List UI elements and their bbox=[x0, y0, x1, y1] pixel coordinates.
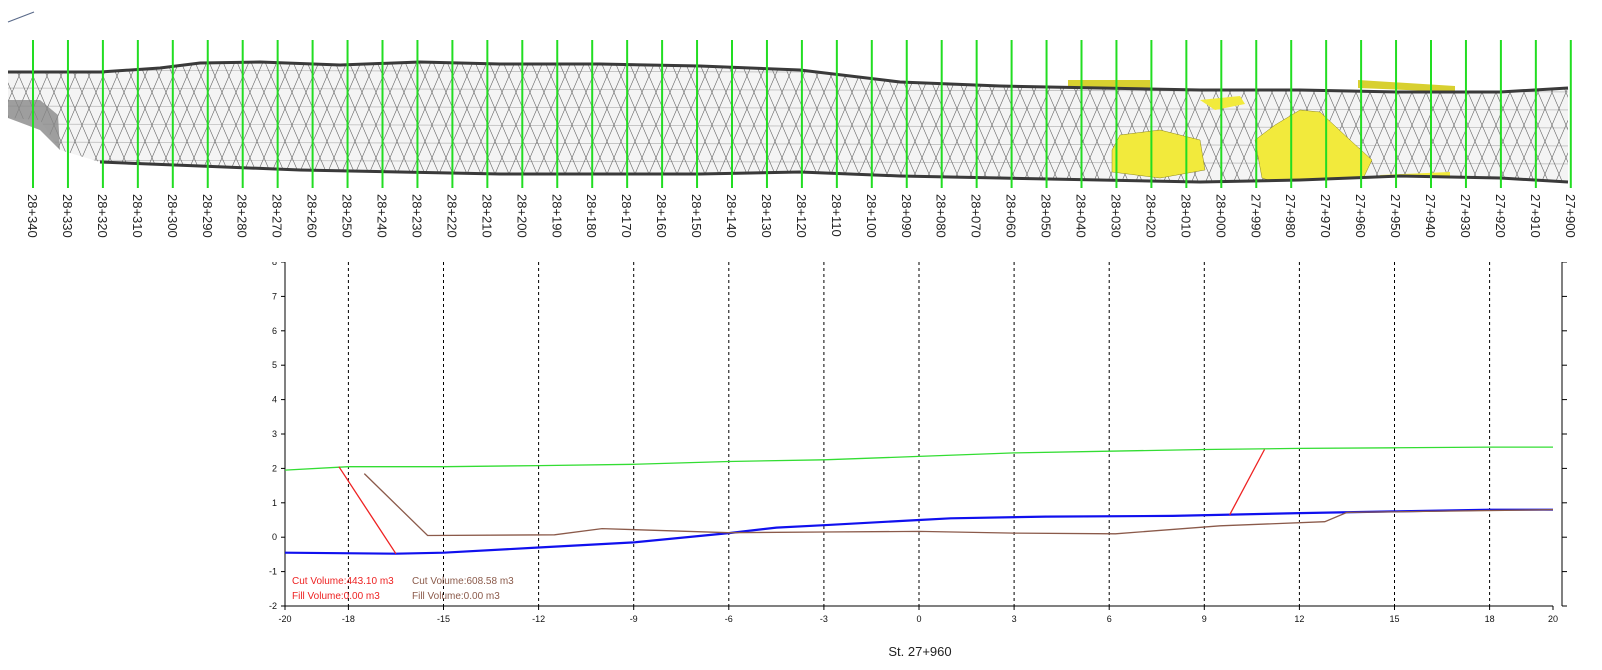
station-label: 28+040 bbox=[1074, 194, 1089, 238]
station-label: 28+230 bbox=[409, 194, 424, 238]
y-tick-label: 4 bbox=[272, 395, 277, 405]
station-label: 28+250 bbox=[340, 194, 355, 238]
station-label: 27+910 bbox=[1528, 194, 1543, 238]
station-label: 28+260 bbox=[305, 194, 320, 238]
highlight-patch-3 bbox=[1200, 96, 1245, 110]
station-label: 27+970 bbox=[1318, 194, 1333, 238]
station-label: 28+160 bbox=[654, 194, 669, 238]
station-label: 28+210 bbox=[479, 194, 494, 238]
y-tick-label: -1 bbox=[269, 567, 277, 577]
station-label: 28+190 bbox=[549, 194, 564, 238]
y-tick-label: 0 bbox=[272, 532, 277, 542]
x-tick-label: -12 bbox=[532, 614, 545, 624]
cut-volume-label-1: Cut Volume:443.10 m3 bbox=[292, 576, 394, 587]
y-tick-label: 5 bbox=[272, 360, 277, 370]
y-tick-label: 1 bbox=[272, 498, 277, 508]
station-label: 27+990 bbox=[1248, 194, 1263, 238]
road-edge-bottom bbox=[99, 160, 1569, 184]
station-label: 28+340 bbox=[25, 194, 40, 238]
x-tick-label: 3 bbox=[1012, 614, 1017, 624]
station-label: 27+950 bbox=[1388, 194, 1403, 238]
station-label: 28+020 bbox=[1143, 194, 1158, 238]
fill-volume-label-1: Fill Volume:0.00 m3 bbox=[292, 591, 380, 602]
station-labels: 28+340 28+330 28+320 28+310 28+300 28+290 28+2… bbox=[25, 194, 1578, 238]
volume-annotations: Cut Volume:443.10 m3 Fill Volume:0.00 m3… bbox=[292, 576, 514, 602]
station-label: 28+300 bbox=[165, 194, 180, 238]
x-tick-label: 20 bbox=[1548, 614, 1558, 624]
x-axis-title: St. 27+960 bbox=[888, 644, 951, 659]
station-label: 28+330 bbox=[60, 194, 75, 238]
x-tick-label: -3 bbox=[820, 614, 828, 624]
fill-volume-label-2: Fill Volume:0.00 m3 bbox=[412, 591, 500, 602]
series-line-4 bbox=[1229, 449, 1266, 516]
chart-gridlines bbox=[347, 262, 1491, 606]
x-tick-label: 6 bbox=[1107, 614, 1112, 624]
station-label: 28+220 bbox=[444, 194, 459, 238]
y-tick-label: -2 bbox=[269, 601, 277, 611]
station-label: 28+270 bbox=[270, 194, 285, 238]
station-label: 28+090 bbox=[899, 194, 914, 238]
y-tick-label: 7 bbox=[272, 291, 277, 301]
x-tick-label: -15 bbox=[437, 614, 450, 624]
series-line-2 bbox=[363, 473, 1554, 537]
x-tick-label: -9 bbox=[630, 614, 638, 624]
station-label: 28+170 bbox=[619, 194, 634, 238]
station-label: 27+930 bbox=[1458, 194, 1473, 238]
series-line-3 bbox=[338, 466, 397, 555]
station-label: 28+320 bbox=[95, 194, 110, 238]
station-label: 28+060 bbox=[1004, 194, 1019, 238]
y-tick-label: 2 bbox=[272, 463, 277, 473]
station-label: 28+290 bbox=[200, 194, 215, 238]
station-label: 28+180 bbox=[584, 194, 599, 238]
station-label: 27+980 bbox=[1283, 194, 1298, 238]
station-label: 28+030 bbox=[1108, 194, 1123, 238]
highlight-patch-1 bbox=[1111, 129, 1206, 179]
series-line-0 bbox=[284, 446, 1553, 471]
station-label: 28+050 bbox=[1039, 194, 1054, 238]
station-label: 28+310 bbox=[130, 194, 145, 238]
chart-series bbox=[284, 446, 1554, 555]
x-tick-label: 0 bbox=[916, 614, 921, 624]
station-label: 28+110 bbox=[829, 194, 844, 237]
y-tick-label: 3 bbox=[272, 429, 277, 439]
station-label: 28+100 bbox=[864, 194, 879, 238]
station-label: 27+900 bbox=[1563, 194, 1578, 238]
corner-mark bbox=[7, 11, 35, 23]
x-tick-label: -20 bbox=[278, 614, 291, 624]
x-tick-label: 12 bbox=[1294, 614, 1304, 624]
station-label: 28+080 bbox=[934, 194, 949, 238]
y-tick-label: 6 bbox=[272, 326, 277, 336]
plan-view: 28+340 28+330 28+320 28+310 28+300 28+290 28+2… bbox=[7, 11, 1578, 238]
station-label: 28+000 bbox=[1213, 194, 1228, 238]
station-label: 28+130 bbox=[759, 194, 774, 238]
x-tick-label: -6 bbox=[725, 614, 733, 624]
x-tick-label: 9 bbox=[1202, 614, 1207, 624]
road-edge-top bbox=[8, 60, 1569, 94]
highlight-strip-top bbox=[1068, 80, 1150, 88]
station-label: 27+940 bbox=[1423, 194, 1438, 238]
y-tick-label: 8 bbox=[272, 262, 277, 267]
station-label: 28+150 bbox=[689, 194, 704, 238]
station-label: 28+120 bbox=[794, 194, 809, 238]
station-label: 28+070 bbox=[969, 194, 984, 238]
x-tick-label: 15 bbox=[1389, 614, 1399, 624]
station-lines bbox=[32, 40, 1572, 188]
station-label: 27+960 bbox=[1353, 194, 1368, 238]
station-label: 27+920 bbox=[1493, 194, 1508, 238]
x-tick-label: -18 bbox=[342, 614, 355, 624]
station-label: 28+200 bbox=[514, 194, 529, 238]
station-label: 28+010 bbox=[1178, 194, 1193, 238]
cut-volume-label-2: Cut Volume:608.58 m3 bbox=[412, 576, 514, 587]
station-label: 28+280 bbox=[235, 194, 250, 238]
station-label: 28+140 bbox=[724, 194, 739, 238]
x-tick-label: 18 bbox=[1485, 614, 1495, 624]
station-label: 28+240 bbox=[375, 194, 390, 238]
